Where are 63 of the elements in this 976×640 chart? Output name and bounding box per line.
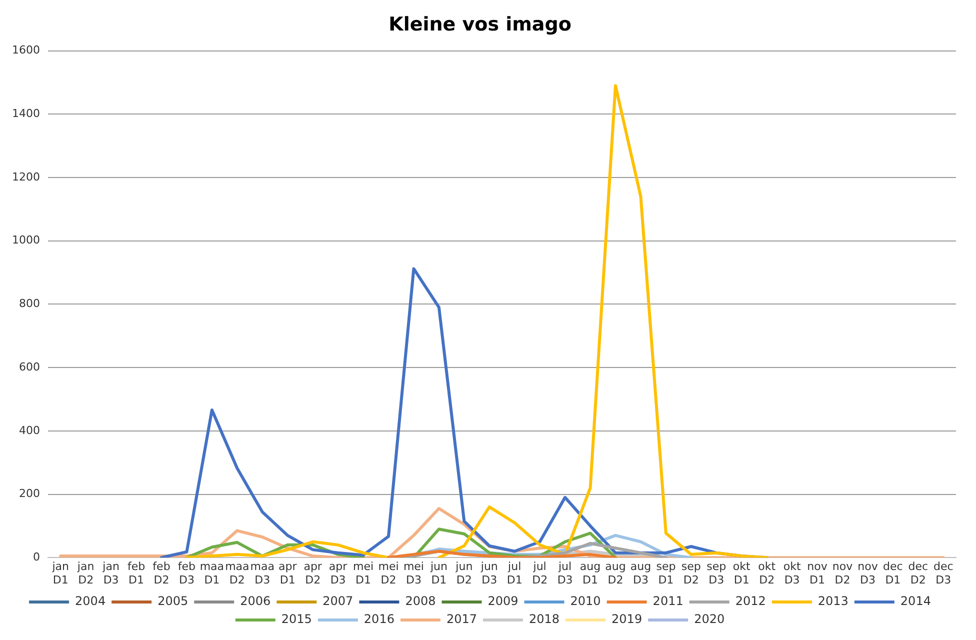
x-tick-label: okt D2	[758, 560, 776, 586]
x-tick-label: jul D2	[532, 560, 548, 586]
x-tick-label: jun D1	[429, 560, 448, 586]
legend-label: 2009	[488, 594, 518, 608]
x-tick-label: dec D3	[933, 560, 954, 586]
legend-label: 2015	[281, 612, 312, 626]
x-tick-label: apr D3	[328, 560, 348, 586]
x-tick-label: jul D1	[506, 560, 522, 586]
x-tick-label: maa D3	[250, 560, 274, 586]
x-tick-label: sep D1	[656, 560, 676, 586]
legend-label: 2004	[75, 594, 106, 608]
x-tick-label: nov D3	[858, 560, 878, 586]
y-tick-label: 1200	[12, 170, 40, 184]
legend-label: 2016	[364, 612, 394, 626]
y-tick-label: 200	[18, 487, 40, 500]
legend-label: 2020	[694, 612, 725, 626]
legend-label: 2006	[240, 594, 271, 608]
y-tick-label: 1000	[12, 234, 40, 247]
x-tick-label: jan D3	[102, 560, 120, 586]
x-tick-label: apr D2	[304, 560, 322, 586]
legend-label: 2018	[529, 612, 560, 626]
x-tick-label: maa D1	[200, 560, 224, 586]
x-tick-label: apr D1	[278, 560, 298, 586]
legend-label: 2007	[322, 594, 354, 608]
x-tick-label: dec D2	[908, 560, 928, 586]
x-tick-label: okt D1	[732, 560, 751, 586]
x-tick-label: mei D1	[353, 560, 374, 586]
x-tick-label: sep D3	[706, 560, 726, 586]
y-tick-label: 1600	[12, 44, 40, 57]
legend-label: 2017	[446, 612, 478, 626]
x-tick-label: nov D1	[807, 560, 828, 586]
x-tick-label: maa D2	[225, 560, 250, 586]
legend-label: 2010	[570, 594, 601, 608]
y-tick-label: 600	[18, 360, 40, 374]
y-tick-label: 0	[32, 550, 40, 564]
x-tick-label: aug D2	[605, 560, 626, 586]
legend-label: 2005	[158, 594, 188, 608]
y-tick-label: 1400	[12, 107, 40, 120]
x-tick-label: mei D2	[378, 560, 399, 586]
x-tick-label: jan D1	[51, 560, 70, 586]
y-tick-label: 800	[18, 297, 40, 310]
legend-label: 2011	[652, 594, 684, 608]
y-tick-label: 400	[18, 424, 40, 437]
x-tick-label: jun D2	[454, 560, 473, 586]
x-tick-label: feb D2	[152, 560, 170, 586]
x-tick-label: feb D3	[178, 560, 196, 586]
x-tick-label: aug D1	[580, 560, 601, 586]
chart-title: Kleine vos imago	[388, 13, 572, 36]
legend-label: 2014	[900, 594, 931, 608]
x-tick-label: sep D2	[681, 560, 701, 586]
x-tick-label: okt D3	[783, 560, 802, 586]
x-tick-label: feb D1	[127, 560, 146, 586]
legend-label: 2013	[818, 594, 848, 608]
x-tick-label: jun D3	[480, 560, 498, 586]
x-tick-label: dec D1	[883, 560, 903, 586]
x-tick-label: aug D3	[630, 560, 652, 586]
legend-label: 2012	[735, 594, 766, 608]
x-tick-label: mei D3	[403, 560, 424, 586]
x-tick-label: nov D2	[832, 560, 854, 586]
legend-label: 2019	[612, 612, 642, 626]
x-tick-label: jan D2	[76, 560, 94, 586]
x-tick-label: jul D3	[557, 560, 573, 586]
legend-label: 2008	[405, 594, 436, 608]
